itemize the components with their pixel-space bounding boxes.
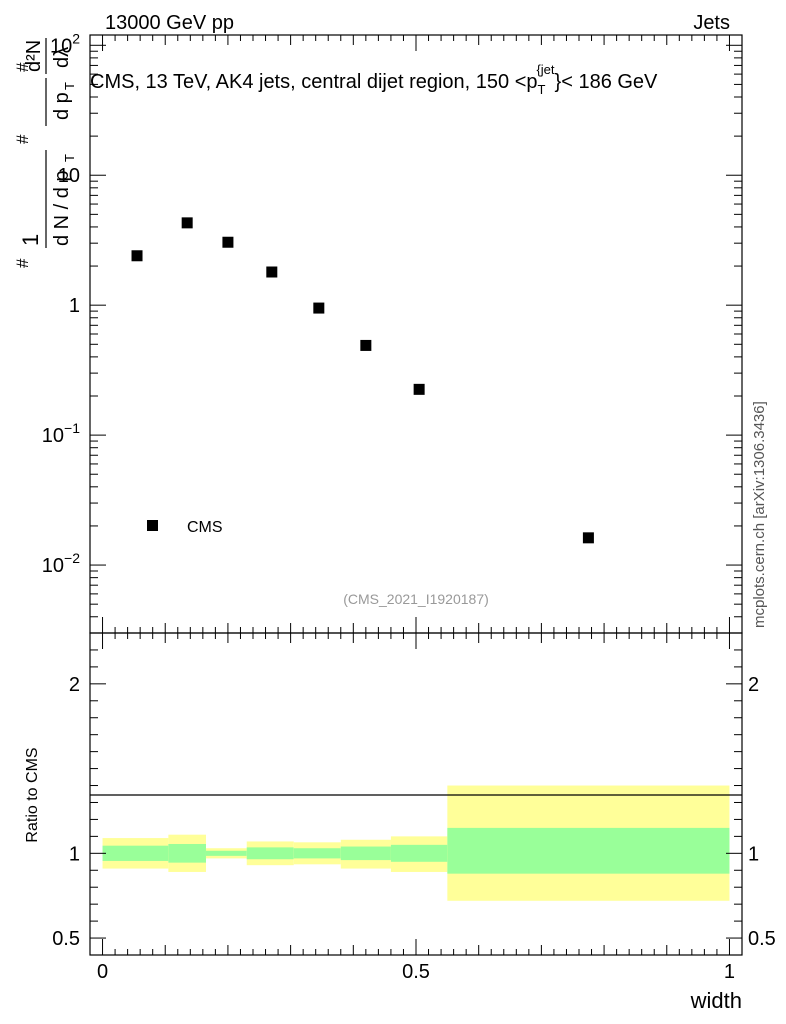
ylabel-frac1-num: 1 <box>18 234 43 246</box>
ratio-panel: Ratio to CMS 0.512 0.512 0 0.5 1 width <box>24 632 776 1013</box>
ratio-y-tick-label-left: 1 <box>69 843 80 865</box>
main-y-tick-labels: 10−2 10−1 1 10 102 <box>42 30 80 577</box>
ratio-y-tick-labels-left: 0.5 1 2 <box>52 674 80 950</box>
data-point <box>266 266 278 278</box>
ylabel-frac3-den: dλ <box>51 47 73 68</box>
ratio-y-tick-label-left: 0.5 <box>52 928 80 950</box>
ylabel-sub-t-2: T <box>62 82 77 90</box>
data-point <box>313 302 325 314</box>
ratio-y-tick-label-left: 2 <box>69 674 80 696</box>
ratio-y-tick-label-right: 2 <box>748 674 759 696</box>
x-tick-label: 0 <box>97 961 108 983</box>
ylabel-frac1-den: d N / d p <box>51 170 73 246</box>
main-y-tick-label: 10−2 <box>42 550 80 577</box>
data-point <box>222 236 234 248</box>
main-y-tick-label: 10 <box>58 165 80 187</box>
ylabel-hash-1: # <box>13 258 32 268</box>
ratio-y-tick-label-right: 1 <box>748 843 759 865</box>
ratio-y-axis-label: Ratio to CMS <box>24 747 41 842</box>
legend-label: CMS <box>187 519 223 536</box>
cms-data-points <box>131 217 594 544</box>
title-sup: {jet <box>536 62 554 77</box>
ratio-y-tick-label-right: 0.5 <box>748 928 776 950</box>
ratio-uncertainty-bands <box>102 785 730 901</box>
stat-uncertainty-band <box>168 843 206 863</box>
main-plot-frame <box>89 34 743 634</box>
title-sub: T <box>538 82 546 97</box>
title-suffix: }< 186 GeV <box>555 71 659 93</box>
data-point <box>360 339 372 351</box>
x-axis-label: width <box>690 988 742 1013</box>
stat-uncertainty-band <box>390 844 448 862</box>
stat-uncertainty-band <box>340 846 391 861</box>
jets-label: Jets <box>693 12 730 34</box>
watermark: mcplots.cern.ch [arXiv:1306.3436] <box>751 401 768 628</box>
legend-marker <box>147 520 158 531</box>
ylabel-hash-2: # <box>13 134 32 144</box>
ratio-y-tick-labels-right: 0.5 1 2 <box>748 674 776 950</box>
data-point <box>413 383 425 395</box>
ratio-plot-frame <box>89 632 743 956</box>
main-y-tick-label: 10−1 <box>42 420 80 447</box>
main-axis-ticks <box>90 35 742 634</box>
title-prefix: CMS, 13 TeV, AK4 jets, central dijet reg… <box>90 71 538 93</box>
x-tick-labels: 0 0.5 1 <box>97 961 735 983</box>
x-tick-label: 0.5 <box>402 961 430 983</box>
energy-label: 13000 GeV pp <box>105 12 234 34</box>
ratio-axis-ticks <box>90 632 742 956</box>
ylabel-frac2-den: d p <box>51 92 73 120</box>
data-point <box>181 217 193 229</box>
stat-uncertainty-band <box>205 850 247 856</box>
main-panel: 10−2 10−1 1 10 102 CMS, 13 TeV, AK4 jets, ce… <box>42 30 743 634</box>
stat-uncertainty-band <box>102 845 169 861</box>
main-y-axis-label: # 1 d N / d p T # d p T # d²N dλ <box>13 38 77 268</box>
ylabel-frac2-num: d²N <box>23 40 45 72</box>
main-y-tick-label: 102 <box>50 30 80 57</box>
data-point <box>131 250 143 262</box>
data-point <box>582 532 594 544</box>
analysis-annotation: (CMS_2021_I1920187) <box>343 591 489 607</box>
stat-uncertainty-band <box>246 847 294 860</box>
stat-uncertainty-band <box>293 848 341 859</box>
main-y-tick-label: 1 <box>69 295 80 317</box>
x-tick-label: 1 <box>724 961 735 983</box>
ylabel-sub-t-1: T <box>62 154 77 162</box>
stat-uncertainty-band <box>447 827 730 874</box>
ylabel-hash-3: # <box>13 62 32 72</box>
main-title: CMS, 13 TeV, AK4 jets, central dijet reg… <box>90 62 658 97</box>
